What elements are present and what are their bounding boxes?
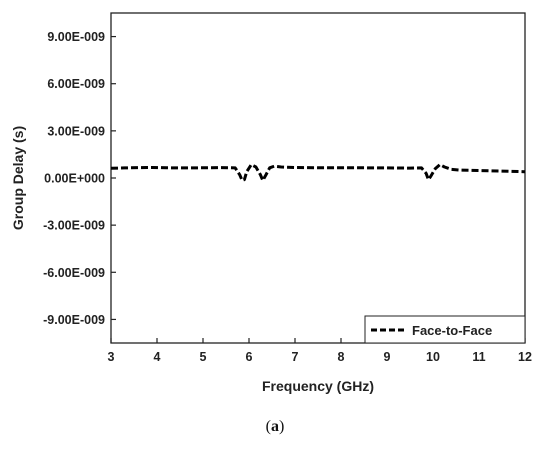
plot-frame	[110, 12, 526, 344]
y-axis-title: Group Delay (s)	[10, 126, 26, 230]
x-tick-label: 10	[426, 350, 440, 364]
y-tick-label: -3.00E-009	[43, 219, 105, 233]
y-tick-label: 0.00E+000	[44, 172, 105, 186]
figure-caption: (a)	[265, 418, 285, 435]
x-tick-label: 11	[472, 350, 485, 364]
x-tick-label: 4	[154, 350, 161, 364]
y-tick-label: -9.00E-009	[43, 313, 105, 327]
x-tick-label: 9	[384, 350, 391, 364]
x-tick-label: 6	[246, 350, 253, 364]
x-tick-label: 7	[292, 350, 299, 364]
x-tick-label: 3	[108, 350, 115, 364]
y-tick-label: 9.00E-009	[47, 30, 105, 44]
series-line-face-to-face	[110, 163, 526, 182]
legend-label: Face-to-Face	[412, 323, 492, 338]
y-tick-label: 3.00E-009	[47, 124, 105, 138]
y-axis-ticks: 9.00E-009 6.00E-009 3.00E-009 0.00E+000 -3.0…	[43, 30, 116, 327]
y-tick-label: -6.00E-009	[43, 266, 105, 280]
x-tick-label: 5	[200, 350, 207, 364]
series-group	[110, 163, 526, 182]
legend: Face-to-Face	[364, 315, 526, 344]
x-axis-title: Frequency (GHz)	[262, 378, 374, 394]
y-tick-label: 6.00E-009	[47, 77, 105, 91]
x-tick-label: 12	[518, 350, 532, 364]
x-tick-label: 8	[338, 350, 345, 364]
